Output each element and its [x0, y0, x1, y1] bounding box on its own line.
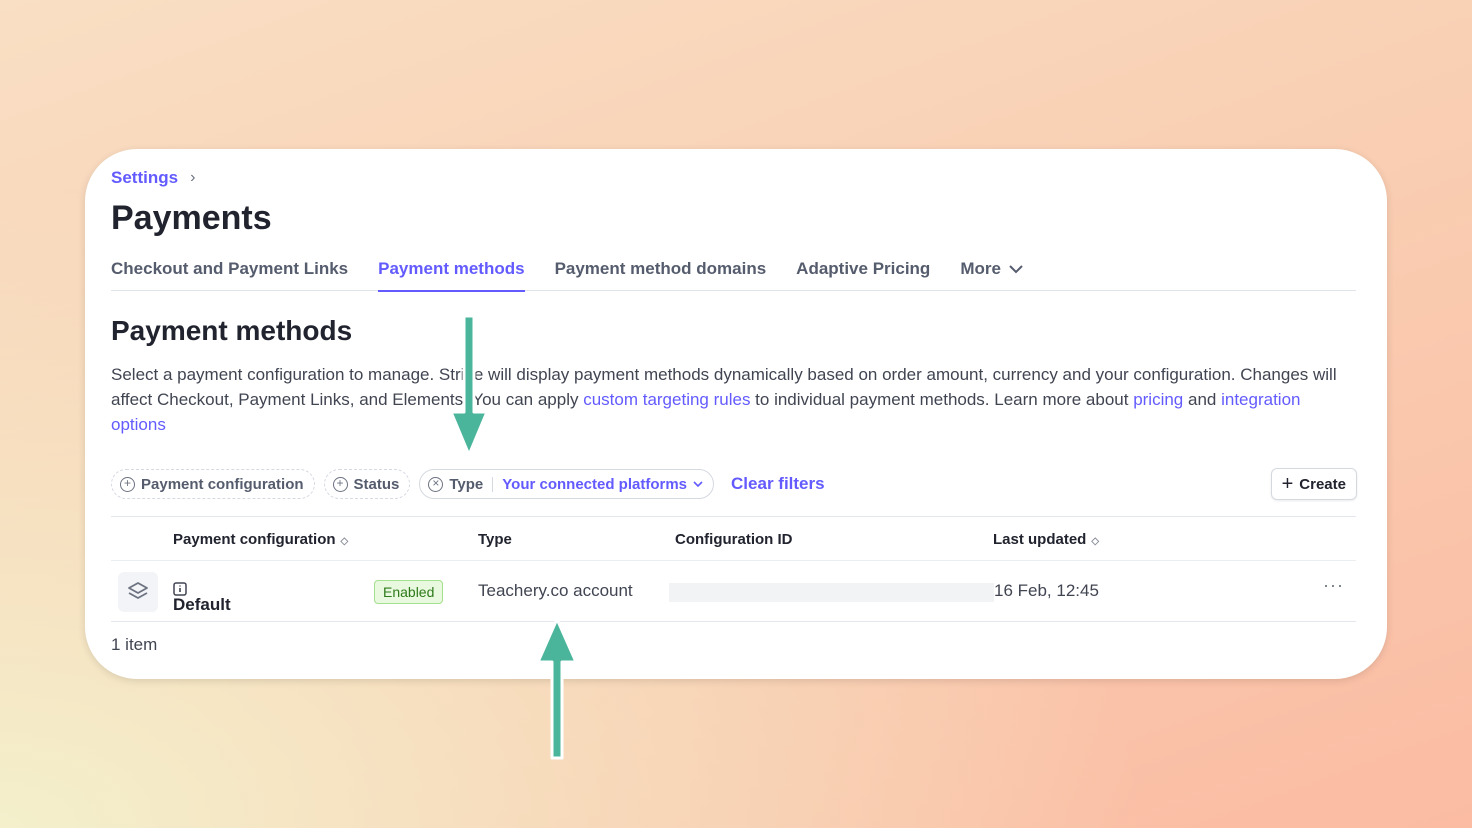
breadcrumb-settings[interactable]: Settings: [111, 168, 179, 187]
filter-bar: + Payment configuration + Status × Type Your…: [111, 469, 825, 499]
column-header-configuration-id: Configuration ID: [675, 531, 793, 548]
arrow-down-icon: [449, 314, 489, 457]
filter-status[interactable]: + Status: [323, 469, 411, 499]
close-circle-icon[interactable]: ×: [428, 476, 444, 492]
create-label: Create: [1299, 475, 1346, 493]
page-title: Payments: [111, 199, 272, 237]
config-name-text: Default: [173, 595, 231, 614]
tab-payment-methods[interactable]: Payment methods: [378, 253, 526, 292]
column-header-type: Type: [478, 531, 512, 548]
filter-label: Status: [353, 475, 400, 493]
filter-label: Type: [449, 475, 484, 493]
tab-more-label: More: [960, 259, 1001, 278]
column-header-payment-configuration[interactable]: Payment configuration ◇: [173, 531, 348, 548]
filter-payment-configuration[interactable]: + Payment configuration: [111, 469, 315, 499]
tab-adaptive-pricing[interactable]: Adaptive Pricing: [796, 259, 931, 278]
column-header-last-updated[interactable]: Last updated ◇: [993, 531, 1099, 548]
table-header: Payment configuration ◇ Type Configuratio…: [111, 516, 1356, 561]
settings-card: Settings › Payments Checkout and Payment…: [85, 149, 1387, 679]
tab-bar: Checkout and Payment Links Payment metho…: [111, 253, 1356, 292]
plus-circle-icon: +: [332, 476, 348, 492]
clear-filters-button[interactable]: Clear filters: [731, 474, 825, 493]
plus-icon: +: [1281, 472, 1294, 495]
header-label: Last updated: [993, 531, 1087, 548]
config-type: Teachery.co account: [478, 581, 633, 600]
chevron-right-icon: ›: [190, 169, 196, 186]
status-badge: Enabled: [374, 580, 444, 604]
config-id-redacted: [669, 583, 994, 602]
divider: [492, 476, 494, 492]
filter-type[interactable]: × Type Your connected platforms: [419, 469, 715, 499]
more-actions-icon[interactable]: ···: [1323, 575, 1344, 595]
tab-checkout[interactable]: Checkout and Payment Links: [111, 259, 349, 278]
pricing-link[interactable]: pricing: [1133, 390, 1184, 409]
create-button[interactable]: + Create: [1270, 468, 1357, 500]
tab-payment-method-domains[interactable]: Payment method domains: [554, 259, 767, 278]
filter-value: Your connected platforms: [502, 475, 688, 493]
breadcrumb: Settings ›: [111, 168, 195, 188]
chevron-down-icon: [693, 480, 703, 487]
header-label: Payment configuration: [173, 531, 336, 548]
last-updated: 16 Feb, 12:45: [994, 581, 1099, 600]
plus-circle-icon: +: [120, 476, 135, 492]
layers-icon: [118, 572, 158, 612]
info-icon[interactable]: [173, 582, 187, 596]
filter-label: Payment configuration: [141, 475, 304, 493]
desc-text: and: [1183, 390, 1222, 409]
arrow-up-icon: [536, 617, 578, 760]
config-name: Default: [173, 581, 231, 614]
item-count: 1 item: [111, 635, 158, 654]
chevron-down-icon: [1009, 265, 1023, 274]
desc-text: to individual payment methods. Learn mor…: [750, 390, 1134, 409]
sort-icon: ◇: [340, 536, 349, 547]
desc-text: Select a payment configuration to manage…: [111, 365, 1337, 409]
custom-targeting-link[interactable]: custom targeting rules: [583, 390, 751, 409]
integration-options-link[interactable]: integration options: [111, 390, 1301, 434]
sort-icon: ◇: [1091, 536, 1100, 547]
tab-more[interactable]: More: [960, 253, 1023, 291]
section-description: Select a payment configuration to manage…: [111, 362, 1351, 437]
table-row[interactable]: Default Enabled Teachery.co account 16 F…: [111, 561, 1356, 622]
section-title: Payment methods: [111, 315, 353, 346]
